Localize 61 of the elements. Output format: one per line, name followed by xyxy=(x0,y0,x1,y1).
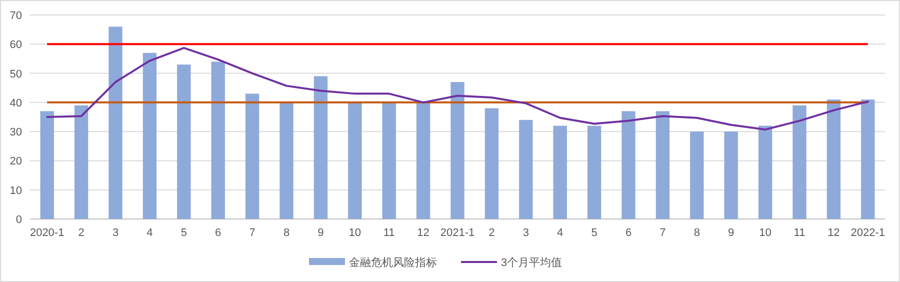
bar xyxy=(450,82,464,219)
bar xyxy=(792,105,806,219)
y-tick-label: 40 xyxy=(10,97,22,110)
bar xyxy=(177,64,191,219)
x-tick-label: 5 xyxy=(180,227,187,239)
x-tick-label: 2 xyxy=(488,227,495,239)
bar xyxy=(108,26,122,219)
bar xyxy=(40,111,54,219)
x-tick-label: 3 xyxy=(112,227,119,239)
x-tick-label: 5 xyxy=(591,227,598,239)
x-tick-label: 6 xyxy=(215,227,222,239)
x-tick-label: 9 xyxy=(728,227,734,239)
y-tick-label: 10 xyxy=(10,184,22,197)
x-tick-label: 7 xyxy=(249,227,256,239)
y-tick-label: 60 xyxy=(10,39,22,52)
bar xyxy=(348,102,362,219)
legend-label: 金融危机风险指标 xyxy=(349,257,437,269)
line-series xyxy=(46,46,869,131)
y-tick-label: 50 xyxy=(10,68,22,80)
bar xyxy=(622,111,636,219)
x-tick-label: 4 xyxy=(146,227,153,239)
bar xyxy=(280,102,294,219)
bar xyxy=(211,62,225,219)
bar xyxy=(826,100,841,219)
bar xyxy=(382,102,396,219)
x-tick-label: 11 xyxy=(383,227,395,239)
bar xyxy=(724,132,738,219)
x-tick-label: 9 xyxy=(318,227,324,239)
bar xyxy=(861,100,875,219)
x-tick-label: 7 xyxy=(660,227,666,239)
x-tick-label: 12 xyxy=(828,227,840,239)
bar xyxy=(519,120,533,219)
bar xyxy=(245,94,260,219)
x-tick-label: 4 xyxy=(557,227,564,239)
bar xyxy=(142,52,157,219)
legend-label: 3个月平均值 xyxy=(501,257,562,269)
y-tick-label: 20 xyxy=(10,156,22,168)
y-tick-label: 0 xyxy=(16,214,22,226)
x-tick-label: 8 xyxy=(283,227,290,239)
y-tick-label: 70 xyxy=(10,10,22,22)
x-tick-label: 8 xyxy=(694,227,700,239)
x-tick-label: 12 xyxy=(417,227,430,239)
y-tick-label: 30 xyxy=(10,126,22,139)
bar xyxy=(690,132,704,219)
x-tick-label: 2 xyxy=(78,227,84,239)
bar xyxy=(758,126,772,219)
x-tick-label: 2021-1 xyxy=(440,227,475,239)
x-tick-label: 10 xyxy=(348,227,362,239)
bar xyxy=(484,108,499,219)
bar xyxy=(314,76,328,219)
x-tick-label: 6 xyxy=(625,227,632,239)
bar xyxy=(553,126,567,219)
x-tick-label: 10 xyxy=(759,227,772,239)
x-tick-label: 11 xyxy=(794,227,806,239)
x-tick-label: 2022-1 xyxy=(850,227,886,239)
bar xyxy=(656,111,670,219)
bar xyxy=(587,126,602,219)
x-tick-label: 3 xyxy=(522,227,529,239)
x-tick-label: 2020-1 xyxy=(30,227,64,239)
bar xyxy=(74,105,88,219)
bar xyxy=(416,102,430,219)
